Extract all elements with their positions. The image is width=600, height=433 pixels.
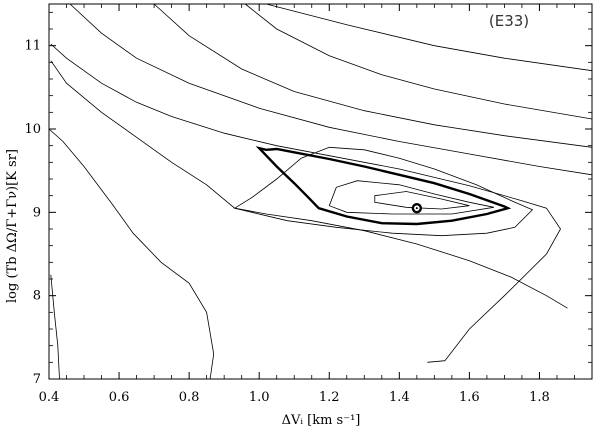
contour-c-mid	[328, 180, 494, 215]
y-tick-label: 11	[24, 39, 41, 54]
contour-c-7	[69, 3, 593, 176]
x-tick-label: 1.6	[459, 390, 480, 405]
contour-c-9	[244, 3, 593, 120]
contour-c-bold	[255, 146, 512, 226]
contour-c-left	[48, 128, 215, 380]
plot-frame	[48, 3, 593, 380]
y-tick-label: 10	[24, 122, 41, 137]
panel-annotation: (E33)	[489, 12, 529, 30]
best-fit-marker-center	[415, 207, 418, 210]
x-tick-label: 0.4	[39, 390, 60, 405]
contour-c-8	[153, 3, 593, 148]
y-axis-label: log (Tb ΔΩ/Γ+Γν)[K sr]	[5, 149, 20, 303]
y-tick-label: 8	[33, 289, 41, 304]
x-tick-label: 0.6	[109, 390, 130, 405]
x-tick-label: 1.4	[389, 390, 410, 405]
x-axis-label: ΔVᵢ [km s⁻¹]	[282, 413, 361, 428]
x-tick-label: 1.8	[529, 390, 550, 405]
y-tick-label: 7	[33, 372, 41, 387]
contour-c-6	[50, 43, 561, 363]
x-tick-label: 1.2	[319, 390, 340, 405]
y-tick-label: 9	[33, 205, 41, 220]
contour-c-5	[50, 60, 568, 309]
contour-c-edge	[50, 274, 60, 380]
x-tick-label: 1.0	[249, 390, 270, 405]
x-tick-label: 0.8	[179, 390, 200, 405]
contour-c-inner	[374, 191, 470, 210]
contour-c-10	[266, 3, 593, 72]
